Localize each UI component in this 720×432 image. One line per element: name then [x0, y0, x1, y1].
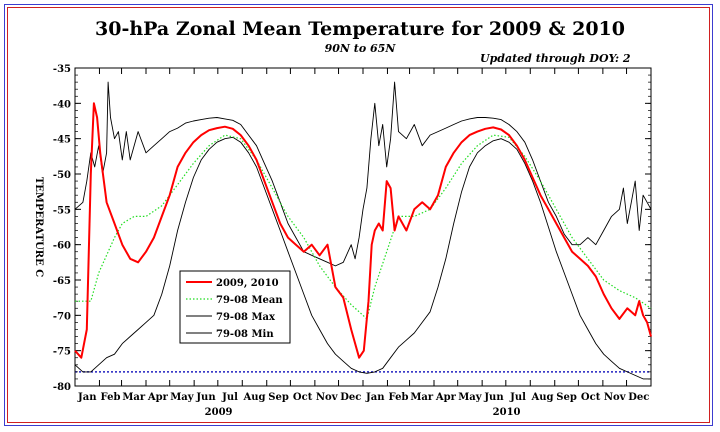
month-label: Jul	[509, 392, 526, 403]
y-tick-label: -50	[53, 170, 71, 181]
month-label: Nov	[604, 392, 627, 403]
month-label: May	[170, 392, 195, 403]
legend-label: 79-08 Max	[216, 312, 276, 323]
month-label: Sep	[268, 392, 289, 403]
year-label: 2010	[493, 407, 521, 418]
inner-frame	[7, 7, 710, 423]
y-tick-label: -65	[53, 276, 71, 287]
month-label: Aug	[242, 392, 265, 403]
month-label: May	[458, 392, 483, 403]
month-label: Aug	[530, 392, 553, 403]
month-label: Feb	[389, 392, 409, 403]
month-label: Jun	[483, 392, 504, 403]
month-label: Dec	[340, 392, 361, 403]
y-tick-label: -55	[53, 205, 71, 216]
y-axis-label: TEMPERATURE C	[33, 177, 44, 277]
month-label: Oct	[293, 392, 313, 403]
month-label: Feb	[101, 392, 121, 403]
updated-label: Updated through DOY: 2	[480, 52, 631, 65]
month-label: Sep	[556, 392, 577, 403]
legend-label: 79-08 Mean	[216, 295, 283, 306]
year-label: 2009	[205, 407, 233, 418]
series-max	[74, 81, 652, 267]
month-label: Apr	[435, 392, 457, 403]
month-label: Jan	[77, 392, 97, 403]
chart-subtitle: 90N to 65N	[324, 42, 396, 55]
legend-label: 79-08 Min	[216, 329, 274, 340]
outer-frame	[4, 4, 713, 426]
month-label: Jun	[195, 392, 216, 403]
month-label: Oct	[581, 392, 601, 403]
month-label: Mar	[122, 392, 146, 403]
month-label: Apr	[147, 392, 169, 403]
month-label: Jul	[221, 392, 238, 403]
y-tick-label: -70	[53, 311, 71, 322]
month-label: Dec	[628, 392, 649, 403]
y-tick-label: -45	[53, 135, 71, 146]
y-tick-label: -35	[53, 64, 71, 75]
series-mean	[75, 134, 652, 320]
month-label: Mar	[410, 392, 434, 403]
month-label: Nov	[316, 392, 339, 403]
y-tick-label: -40	[53, 99, 71, 110]
y-tick-label: -80	[53, 382, 71, 393]
month-label: Jan	[365, 392, 385, 403]
chart-title: 30-hPa Zonal Mean Temperature for 2009 &…	[95, 18, 625, 40]
series-2009-2010	[74, 102, 652, 359]
plot-area-border	[74, 67, 652, 387]
series-min	[74, 136, 651, 380]
y-tick-label: -60	[53, 241, 71, 252]
y-tick-label: -75	[53, 347, 71, 358]
legend-label: 2009, 2010	[216, 278, 279, 289]
